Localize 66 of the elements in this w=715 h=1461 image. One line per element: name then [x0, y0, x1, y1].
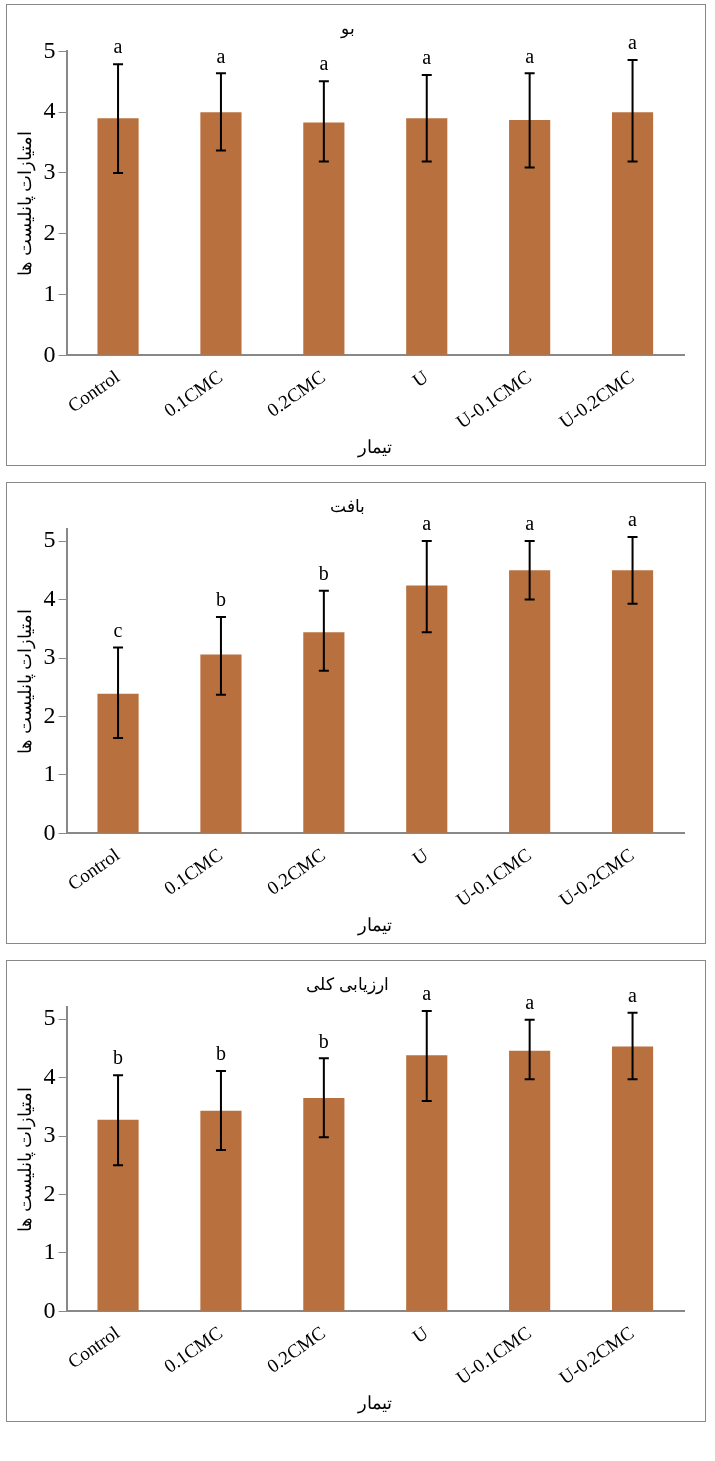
bar: [200, 1110, 242, 1311]
y-axis-title: امتیازات پانلیست ها: [14, 608, 36, 754]
annotation: a: [525, 44, 535, 67]
bar: [303, 122, 345, 355]
y-tick-label: 5: [43, 36, 56, 63]
y-tick-label: 4: [43, 97, 56, 124]
x-tick-label: U: [408, 843, 433, 869]
y-tick-label: 4: [43, 1062, 56, 1089]
annotation: b: [318, 562, 329, 585]
annotation: a: [628, 983, 638, 1006]
y-tick-label: 2: [43, 701, 56, 728]
annotation: a: [422, 982, 432, 1005]
y-tick-label: 3: [43, 158, 56, 185]
annotation: c: [113, 618, 123, 641]
bar: [97, 1119, 139, 1311]
y-tick-label: 1: [43, 279, 56, 306]
y-tick-label: 4: [43, 584, 56, 611]
annotation: a: [525, 512, 535, 535]
chart-title: بو: [339, 18, 355, 39]
y-tick-label: 5: [43, 1004, 56, 1031]
annotation: a: [319, 52, 329, 75]
bar: [200, 654, 242, 833]
bar: [303, 1098, 345, 1311]
y-tick-label: 5: [43, 526, 56, 553]
annotation: b: [215, 588, 226, 611]
annotation: a: [525, 990, 535, 1013]
y-tick-label: 3: [43, 643, 56, 670]
annotation: a: [422, 46, 432, 69]
y-tick-label: 3: [43, 1121, 56, 1148]
bar: [303, 632, 345, 833]
y-tick-label: 0: [43, 340, 56, 367]
annotation: a: [628, 31, 638, 54]
y-tick-label: 2: [43, 219, 56, 246]
chart-title: بافت: [330, 496, 365, 516]
bar: [97, 693, 139, 833]
y-tick-label: 2: [43, 1179, 56, 1206]
annotation: b: [318, 1029, 329, 1052]
y-tick-label: 1: [43, 1238, 56, 1265]
bar: [406, 1055, 448, 1311]
bar: [611, 570, 654, 833]
annotation: a: [628, 508, 638, 531]
x-axis-title: تیمار: [357, 914, 393, 936]
annotation: a: [216, 44, 226, 67]
annotation: a: [113, 35, 123, 58]
y-tick-label: 0: [43, 818, 56, 845]
bar: [509, 120, 551, 355]
bar: [406, 585, 448, 833]
y-axis-title: امتیازات پانلیست ها: [14, 1086, 36, 1232]
y-tick-label: 0: [43, 1296, 56, 1323]
bar: [611, 1046, 654, 1311]
bar: [509, 1050, 551, 1311]
bar: [611, 112, 654, 355]
annotation: a: [422, 512, 432, 535]
y-tick-label: 1: [43, 760, 56, 787]
annotation: b: [113, 1046, 124, 1069]
x-tick-label: U: [408, 365, 433, 391]
bar: [509, 570, 551, 833]
x-tick-label: U: [408, 1321, 433, 1347]
x-axis-title: تیمار: [357, 1392, 393, 1414]
annotation: b: [215, 1042, 226, 1065]
bar: [97, 118, 139, 355]
chart-title: ارزیابی کلی: [306, 974, 389, 995]
bar: [406, 118, 448, 355]
x-axis-title: تیمار: [357, 436, 393, 458]
bar: [200, 112, 242, 355]
y-axis-title: امتیازات پانلیست ها: [14, 130, 36, 276]
